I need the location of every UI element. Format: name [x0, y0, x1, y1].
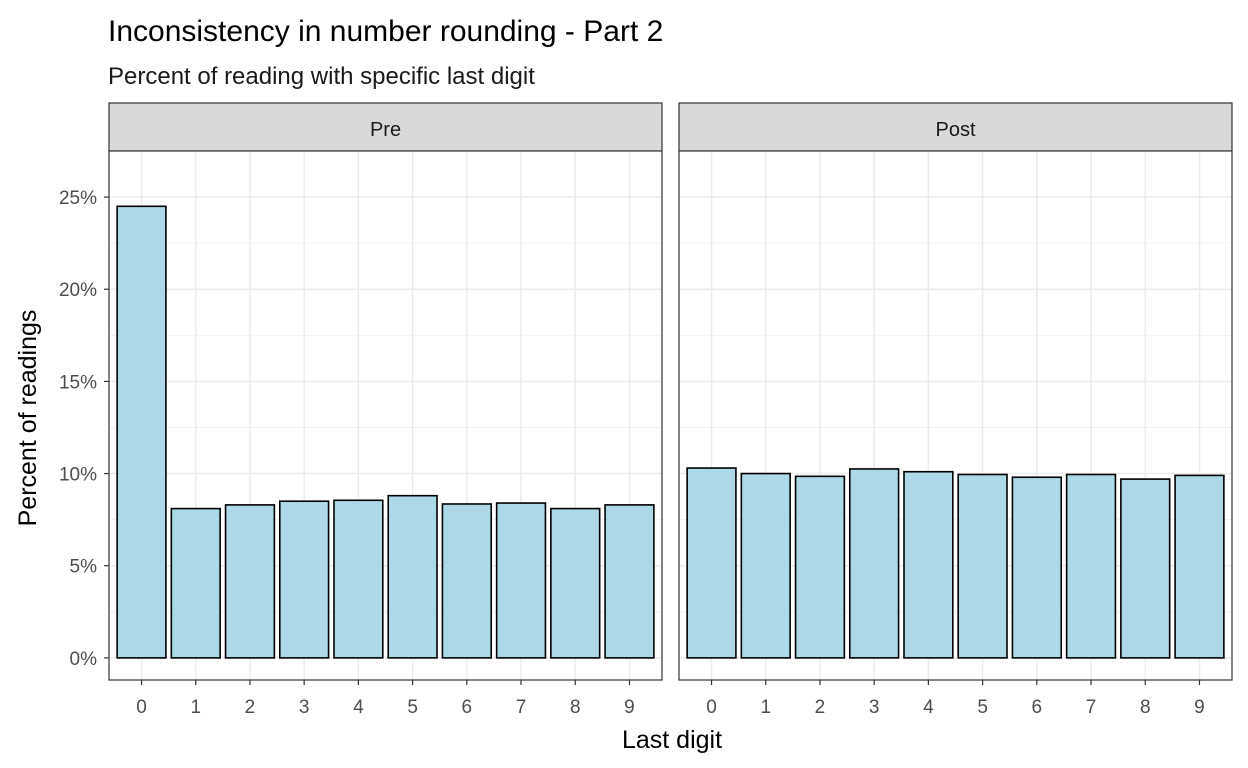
x-tick-label: 9: [1194, 697, 1205, 718]
bar-post-3: [848, 468, 900, 659]
bar-pre-9: [604, 504, 655, 659]
facet-strip: [678, 102, 1233, 152]
panel-border: [678, 150, 1233, 681]
y-axis-title: Percent of readings: [14, 310, 42, 527]
x-tick-label: 5: [977, 697, 988, 718]
x-tick-label: 8: [1140, 697, 1151, 718]
bar-pre-7: [495, 502, 547, 659]
bar-pre-2: [224, 504, 276, 659]
x-tick-label: 6: [462, 697, 473, 718]
x-tick-label: 4: [923, 697, 934, 718]
bar-post-0: [686, 467, 737, 659]
y-tick-label: 10%: [59, 465, 97, 486]
x-tick-label: 2: [245, 697, 256, 718]
x-tick-label: 8: [570, 697, 581, 718]
bar-post-4: [903, 470, 954, 659]
y-tick-label: 15%: [59, 372, 97, 393]
chart-title: Inconsistency in number rounding - Part …: [108, 15, 663, 48]
x-tick-label: 0: [136, 697, 147, 718]
y-tick-label: 20%: [59, 280, 97, 301]
x-tick-label: 0: [706, 697, 717, 718]
bar-pre-1: [170, 507, 221, 659]
x-tick-label: 1: [760, 697, 771, 718]
x-tick-label: 7: [1086, 697, 1097, 718]
x-axis-title: Last digit: [622, 726, 722, 754]
x-tick-label: 1: [190, 697, 201, 718]
y-tick-label: 25%: [59, 188, 97, 209]
bar-pre-5: [387, 494, 438, 659]
bar-post-9: [1174, 474, 1225, 659]
panel-pre: Pre 0 1 2 3 4 5 6 7 8 9: [108, 102, 663, 718]
x-tick-label: 3: [299, 697, 310, 718]
bar-pre-3: [278, 500, 330, 659]
x-tick-label: 2: [815, 697, 826, 718]
x-tick-label: 5: [407, 697, 418, 718]
facet-strip-label: Pre: [370, 119, 401, 141]
bar-post-6: [1011, 476, 1063, 659]
x-tick-label: 6: [1032, 697, 1043, 718]
panels-layer: Pre 0 1 2 3 4 5 6 7 8 9 Post 0 1 2 3 4 5 6 7 8 9: [108, 102, 1233, 718]
bar-pre-6: [441, 503, 493, 659]
y-tick-label: 0%: [70, 649, 98, 670]
bar-post-2: [794, 475, 846, 659]
bar-pre-0: [116, 205, 167, 659]
bar-post-5: [957, 473, 1008, 659]
panel-border: [108, 150, 663, 681]
panel-post: Post 0 1 2 3 4 5 6 7 8 9: [678, 102, 1233, 718]
y-axis: 0% 5% 10% 15% 20% 25%: [59, 188, 109, 670]
facet-strip-label: Post: [935, 119, 975, 141]
x-tick-label: 7: [516, 697, 527, 718]
x-tick-label: 3: [869, 697, 880, 718]
bar-post-8: [1120, 478, 1171, 659]
bar-post-1: [740, 472, 791, 659]
bar-pre-8: [550, 507, 601, 659]
x-tick-label: 4: [353, 697, 364, 718]
y-tick-label: 5%: [70, 557, 98, 578]
bar-post-7: [1065, 473, 1117, 659]
facet-strip: [108, 102, 663, 152]
x-tick-label: 9: [624, 697, 635, 718]
chart-subtitle: Percent of reading with specific last di…: [108, 63, 535, 90]
bar-pre-4: [333, 499, 384, 659]
